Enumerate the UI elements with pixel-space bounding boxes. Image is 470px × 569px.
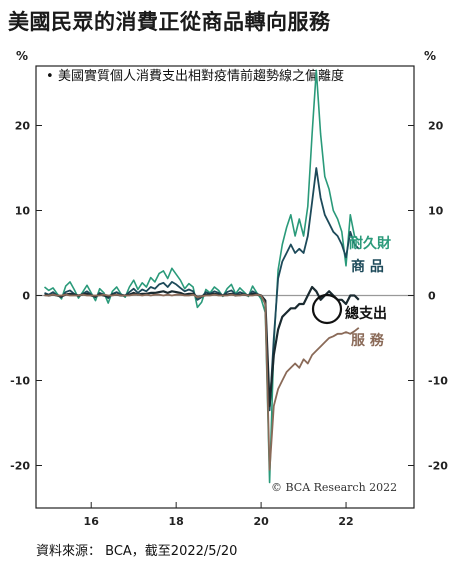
y-tick-label-left: 0 bbox=[22, 290, 30, 303]
y-tick-label-right: 10 bbox=[428, 205, 444, 218]
x-axis: 16 18 20 22 bbox=[84, 502, 354, 528]
series-line bbox=[43, 69, 360, 484]
series-label: 總支出 bbox=[345, 305, 387, 322]
y-axis-left: 20 10 0 -10 -20 bbox=[10, 120, 42, 473]
y-tick-label-left: 10 bbox=[15, 205, 31, 218]
series-label: 耐久財 bbox=[349, 235, 391, 252]
plot-frame bbox=[35, 65, 415, 509]
y-tick-label-right: -10 bbox=[428, 375, 448, 388]
series-label: 商 品 bbox=[351, 258, 384, 275]
y-tick-label-left: -10 bbox=[10, 375, 30, 388]
page-title: 美國民眾的消費正從商品轉向服務 bbox=[8, 10, 331, 34]
y-tick-label-right: -20 bbox=[428, 460, 448, 473]
y-tick-label-left: -20 bbox=[10, 460, 30, 473]
series-layer bbox=[43, 69, 360, 484]
series-label: 服 務 bbox=[351, 332, 385, 349]
chart-credit: © BCA Research 2022 bbox=[271, 481, 397, 494]
x-tick-label: 22 bbox=[338, 515, 353, 528]
chart-subtitle-bullet: • bbox=[46, 69, 54, 84]
y-tick-label-right: 0 bbox=[428, 290, 436, 303]
x-tick-label: 18 bbox=[169, 515, 184, 528]
source-note: 資料來源： BCA，截至2022/5/20 bbox=[36, 544, 238, 559]
chart-subtitle: 美國實質個人消費支出相對疫情前趨勢線之偏離度 bbox=[58, 68, 344, 84]
y-tick-label-right: 20 bbox=[428, 120, 444, 133]
y-tick-label-left: 20 bbox=[15, 120, 31, 133]
x-tick-label: 16 bbox=[84, 515, 100, 528]
y-axis-right: 20 10 0 -10 -20 bbox=[408, 120, 448, 473]
series-line bbox=[44, 293, 360, 471]
y-axis-unit-left: % bbox=[16, 49, 28, 63]
total-spending-highlight-circle bbox=[311, 293, 343, 325]
series-line bbox=[44, 285, 360, 408]
y-axis-unit-right: % bbox=[424, 49, 436, 63]
x-tick-label: 20 bbox=[253, 515, 269, 528]
